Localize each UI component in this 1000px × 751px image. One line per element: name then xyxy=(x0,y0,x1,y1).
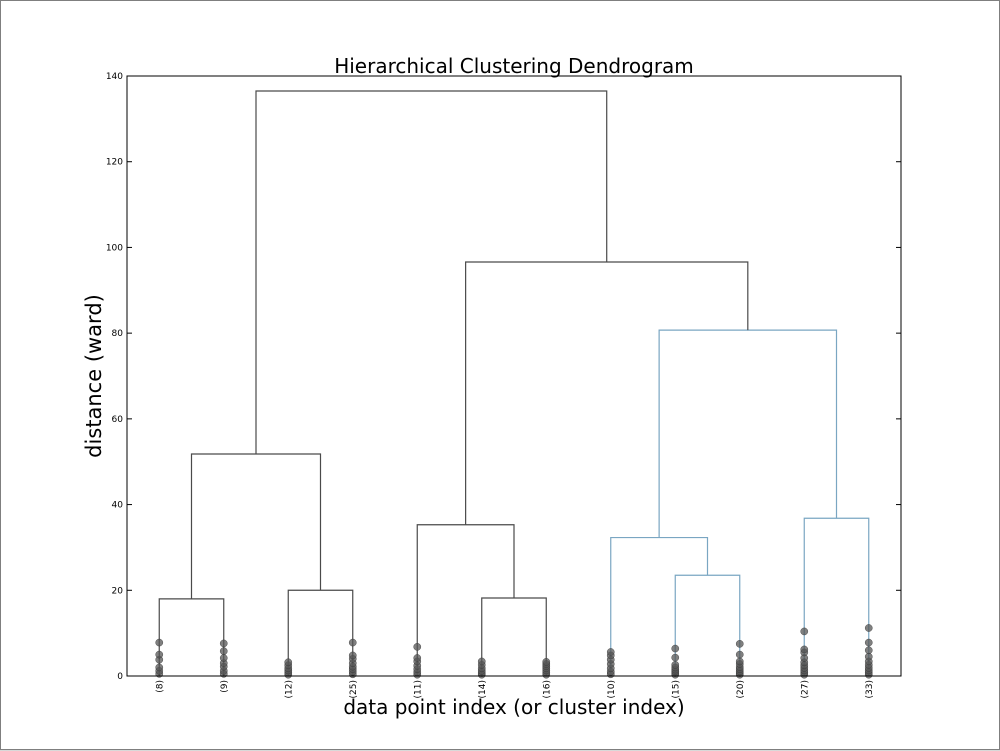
x-axis-label: data point index (or cluster index) xyxy=(343,695,684,719)
x-tick-label: (25) xyxy=(349,680,359,698)
y-axis: 0 20 40 60 80 100 120 140 xyxy=(106,72,901,682)
dendrogram-link xyxy=(190,453,322,599)
x-tick-label: (8) xyxy=(155,680,165,693)
x-tick-label: (27) xyxy=(800,680,810,698)
plot-frame xyxy=(126,75,902,677)
dendrogram-link xyxy=(158,598,225,676)
leaf-point xyxy=(735,640,744,648)
x-tick-label: (20) xyxy=(736,680,746,698)
chart-title: Hierarchical Clustering Dendrogram xyxy=(334,54,694,78)
leaf-point xyxy=(864,624,873,632)
leaf-point xyxy=(219,639,228,648)
dendrogram-link xyxy=(287,589,354,676)
x-tick-label: (10) xyxy=(607,680,617,698)
x-tick-label: (9) xyxy=(220,680,230,693)
leaf-point xyxy=(671,644,680,653)
leaf-point xyxy=(477,657,486,666)
leaf-point xyxy=(671,661,680,669)
dendrogram-link xyxy=(255,90,608,454)
leaf-points-layer xyxy=(155,624,873,679)
x-tick-label: (11) xyxy=(413,680,423,698)
leaf-point xyxy=(284,658,293,667)
leaf-point xyxy=(155,638,164,647)
x-tick-label: (33) xyxy=(865,680,875,698)
leaf-point xyxy=(864,638,873,647)
y-tick-label: 120 xyxy=(106,158,123,168)
leaf-point xyxy=(864,652,873,661)
dendrogram-link xyxy=(416,524,515,676)
x-axis: (8) (9) (12) (25) (11) (14) (16) (10) (15) (20) (2… xyxy=(155,680,875,698)
y-tick-label: 80 xyxy=(112,329,124,339)
leaf-point xyxy=(606,648,615,656)
leaf-point xyxy=(348,651,357,660)
leaf-point xyxy=(735,657,744,666)
leaf-point xyxy=(864,646,873,655)
leaf-point xyxy=(219,654,228,662)
leaf-point xyxy=(671,653,680,662)
leaf-point xyxy=(542,658,551,666)
dendrogram-link xyxy=(803,517,870,676)
dendrogram-link xyxy=(465,261,749,525)
leaf-point xyxy=(155,650,164,659)
dendrogram-link xyxy=(674,574,741,676)
leaf-point xyxy=(219,647,228,655)
y-tick-label: 0 xyxy=(117,672,123,682)
y-tick-label: 140 xyxy=(106,72,123,82)
leaf-point xyxy=(155,663,164,672)
links-layer xyxy=(158,90,870,676)
x-tick-label: (14) xyxy=(478,680,488,698)
y-axis-label: distance (ward) xyxy=(82,294,106,458)
leaf-point xyxy=(348,638,357,647)
dendrogram-link xyxy=(610,536,709,676)
x-tick-label: (16) xyxy=(542,680,552,698)
y-tick-label: 20 xyxy=(112,586,124,596)
y-tick-label: 40 xyxy=(112,501,124,511)
leaf-point xyxy=(800,645,809,654)
leaf-point xyxy=(735,650,744,659)
y-tick-label: 60 xyxy=(112,415,124,425)
dendrogram-link xyxy=(658,329,838,538)
leaf-point xyxy=(800,627,809,636)
leaf-point xyxy=(413,654,422,662)
y-tick-label: 100 xyxy=(106,243,123,253)
dendrogram-link xyxy=(481,597,547,676)
leaf-point xyxy=(413,643,422,651)
x-tick-label: (15) xyxy=(671,680,681,698)
x-tick-label: (12) xyxy=(284,680,294,698)
